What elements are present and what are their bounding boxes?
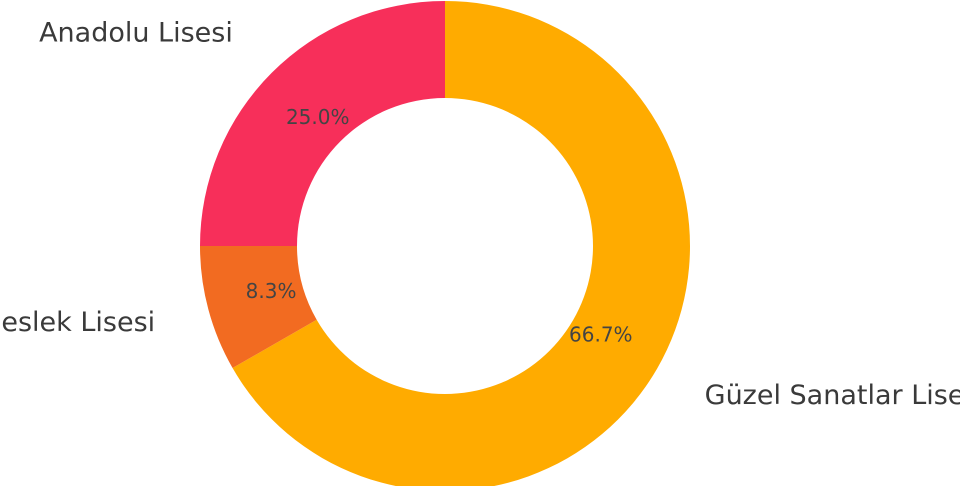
slice-anadolu-lisesi [200, 1, 445, 246]
category-label-anadolu-lisesi: Anadolu Lisesi [39, 17, 233, 48]
pct-label-anadolu-lisesi: 25.0% [286, 105, 350, 129]
category-label-meslek-lisesi: Meslek Lisesi [0, 307, 155, 338]
pct-label-guzel-sanatlar-lisesi: 66.7% [569, 323, 633, 347]
slice-guzel-sanatlar-lisesi [232, 1, 690, 486]
pct-label-meslek-lisesi: 8.3% [246, 279, 297, 303]
category-label-guzel-sanatlar-lisesi: Güzel Sanatlar Lisesi [705, 380, 960, 411]
slice-meslek-lisesi [200, 246, 317, 369]
